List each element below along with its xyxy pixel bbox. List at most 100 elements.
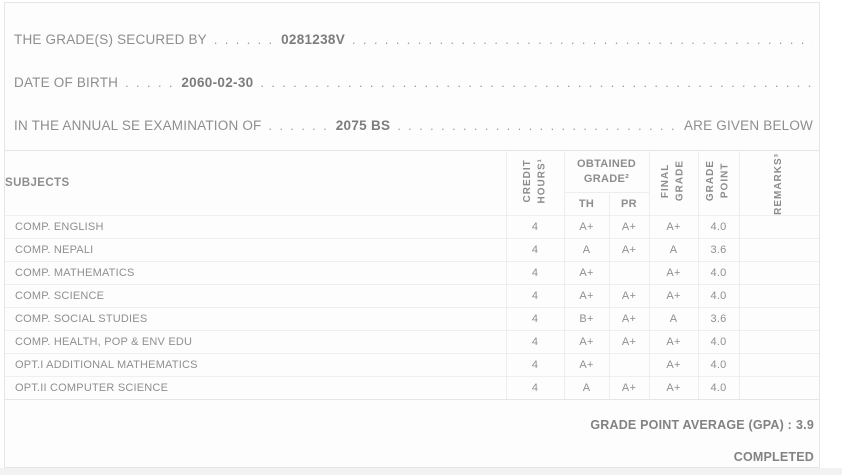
credit-hours-cell: 4 (505, 261, 564, 285)
grade-point-cell: 4.0 (697, 353, 739, 377)
remarks-cell (738, 284, 819, 308)
obtained-grade-line1: OBTAINED (576, 158, 637, 171)
remarks-cell (738, 261, 819, 285)
pr-grade-cell: A+ (608, 307, 649, 331)
grade-point-header: GRADE POINT (697, 150, 739, 216)
table-row: COMP. MATHEMATICS 4 A+ A+ 4.0 (5, 261, 819, 285)
grade-sheet-card: THE GRADE(S) SECURED BY . . . . . . 0281… (4, 2, 820, 468)
table-row: COMP. SOCIAL STUDIES 4 B+ A+ A 3.6 (5, 307, 819, 331)
dotted-leader-fill: . . . . . . . . . . . . . . . . . . . . … (397, 118, 677, 133)
remarks-cell (738, 307, 819, 331)
grade-point-cell: 4.0 (697, 376, 739, 400)
remarks-header: REMARKS³ (738, 150, 820, 216)
date-of-birth-line: DATE OF BIRTH . . . . . 2060-02-30 . . .… (5, 61, 819, 104)
credit-hours-line1: CREDIT (521, 158, 533, 203)
credit-hours-cell: 4 (505, 330, 564, 354)
final-grade-line1: FINAL (660, 163, 671, 198)
final-grade-cell: A+ (648, 261, 698, 285)
subject-cell: COMP. SCIENCE (5, 284, 506, 308)
credit-hours-line2: HOURS¹ (536, 157, 547, 204)
remarks-header-wrap: REMARKS³ (740, 153, 820, 215)
grade-point-line2: POINT (719, 162, 731, 199)
remarks-header-text: REMARKS³ (773, 153, 784, 215)
grade-point-header-text: GRADE POINT (704, 160, 733, 201)
gpa-value: 3.9 (796, 418, 814, 432)
grade-point-cell: 3.6 (697, 238, 739, 262)
final-grade-cell: A+ (648, 353, 698, 377)
pr-grade-cell: A+ (608, 284, 649, 308)
credit-hours-cell: 4 (505, 284, 564, 308)
final-grade-cell: A+ (648, 376, 698, 400)
th-header: TH (563, 192, 609, 216)
candidate-symbol-number: 0281238V (281, 32, 346, 47)
grade-secured-label: THE GRADE(S) SECURED BY (14, 32, 207, 47)
grade-point-cell: 4.0 (697, 330, 739, 354)
remarks-cell (738, 215, 819, 239)
th-grade-cell: A+ (563, 284, 609, 308)
credit-hours-cell: 4 (505, 353, 564, 377)
examination-year-value: 2075 BS (335, 118, 391, 133)
pr-header: PR (608, 192, 649, 216)
dotted-leader-fill: . . . . . . . . . . . . . . . . . . . . … (352, 32, 813, 47)
table-row: COMP. ENGLISH 4 A+ A+ A+ 4.0 (5, 215, 819, 239)
th-grade-cell: A+ (563, 330, 609, 354)
final-grade-header: FINAL GRADE (648, 150, 698, 216)
obtained-grade-line2: GRADE² (583, 172, 630, 185)
remarks-cell (738, 238, 819, 262)
summary-section: GRADE POINT AVERAGE (GPA) :3.9 COMPLETED (5, 400, 819, 468)
dotted-leader: . . . . . . (213, 32, 275, 47)
grade-point-cell: 3.6 (697, 307, 739, 331)
th-grade-cell: A+ (563, 215, 609, 239)
date-of-birth-value: 2060-02-30 (181, 75, 254, 90)
pr-grade-cell: A+ (608, 376, 649, 400)
subjects-header: SUBJECTS (5, 177, 70, 189)
th-grade-cell: A (563, 376, 609, 400)
final-grade-cell: A+ (648, 330, 698, 354)
table-row: OPT.II COMPUTER SCIENCE 4 A A+ A+ 4.0 (5, 376, 819, 400)
grade-point-cell: 4.0 (697, 261, 739, 285)
pr-grade-cell: A+ (608, 330, 649, 354)
dotted-leader: . . . . . . (268, 118, 329, 133)
credit-hours-header-text: CREDIT HOURS¹ (521, 158, 550, 203)
page-bottom-strip (0, 468, 842, 475)
pr-grade-cell (608, 353, 649, 377)
th-grade-cell: A (563, 238, 609, 262)
subject-cell: COMP. SOCIAL STUDIES (5, 307, 506, 331)
examination-label: IN THE ANNUAL SE EXAMINATION OF (14, 118, 262, 133)
grade-secured-line: THE GRADE(S) SECURED BY . . . . . . 0281… (5, 18, 819, 61)
gpa-label: GRADE POINT AVERAGE (GPA) : (590, 418, 793, 432)
remarks-cell (738, 353, 819, 377)
are-given-below-label: ARE GIVEN BELOW (683, 118, 813, 133)
subject-cell: COMP. ENGLISH (5, 215, 506, 239)
pr-grade-cell: A+ (608, 215, 649, 239)
grade-point-cell: 4.0 (697, 284, 739, 308)
final-grade-cell: A+ (648, 215, 698, 239)
remarks-cell (738, 330, 819, 354)
table-row: OPT.I ADDITIONAL MATHEMATICS 4 A+ A+ 4.0 (5, 353, 819, 377)
gpa-line: GRADE POINT AVERAGE (GPA) :3.9 (5, 414, 814, 436)
subject-cell: COMP. NEPALI (5, 238, 506, 262)
date-of-birth-label: DATE OF BIRTH (14, 75, 119, 90)
final-grade-cell: A (648, 307, 698, 331)
subject-cell: COMP. MATHEMATICS (5, 261, 506, 285)
credit-hours-cell: 4 (505, 215, 564, 239)
final-grade-line2: GRADE (674, 159, 686, 202)
remarks-cell (738, 376, 819, 400)
completion-status: COMPLETED (733, 450, 814, 464)
grade-point-cell: 4.0 (697, 215, 739, 239)
final-grade-header-text: FINAL GRADE (659, 160, 688, 201)
info-section: THE GRADE(S) SECURED BY . . . . . . 0281… (5, 3, 819, 147)
pr-grade-cell: A+ (608, 238, 649, 262)
pr-grade-cell (608, 261, 649, 285)
subject-cell: OPT.I ADDITIONAL MATHEMATICS (5, 353, 506, 377)
credit-hours-cell: 4 (505, 307, 564, 331)
examination-line: IN THE ANNUAL SE EXAMINATION OF . . . . … (5, 104, 819, 147)
subject-cell: OPT.II COMPUTER SCIENCE (5, 376, 506, 400)
th-grade-cell: A+ (563, 353, 609, 377)
th-grade-cell: B+ (563, 307, 609, 331)
grades-table: SUBJECTS CREDIT HOURS¹ OBTAINED GRADE² F… (5, 150, 819, 400)
credit-hours-cell: 4 (505, 376, 564, 400)
final-grade-cell: A+ (648, 284, 698, 308)
table-row: COMP. SCIENCE 4 A+ A+ A+ 4.0 (5, 284, 819, 308)
obtained-grade-header: OBTAINED GRADE² (563, 150, 649, 193)
